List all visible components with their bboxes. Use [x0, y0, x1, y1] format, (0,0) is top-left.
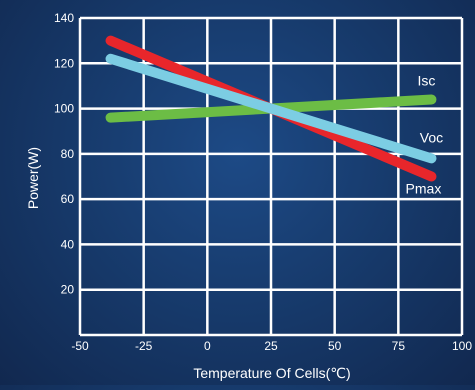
x-tick-label: 100	[452, 339, 472, 353]
series-label-voc: Voc	[420, 129, 443, 145]
y-tick-label: 100	[54, 102, 74, 116]
tick-labels: -50 -25 0 25 50 75 100 20 40 60 80 100 120 140	[54, 11, 472, 353]
series-label-isc: Isc	[417, 73, 435, 89]
x-tick-label: 50	[328, 339, 342, 353]
x-tick-label: 25	[264, 339, 278, 353]
y-axis-label: Power(W)	[25, 147, 41, 209]
x-tick-label: -25	[135, 339, 153, 353]
y-tick-label: 60	[61, 192, 75, 206]
x-tick-label: 75	[392, 339, 406, 353]
x-tick-label: 0	[204, 339, 211, 353]
x-tick-label: -50	[71, 339, 89, 353]
series-line-voc	[105, 53, 437, 164]
y-tick-label: 20	[61, 283, 75, 297]
y-tick-label: 120	[54, 56, 74, 70]
y-tick-label: 40	[61, 237, 75, 251]
y-tick-label: 140	[54, 11, 74, 25]
series-layer	[105, 35, 437, 182]
series-label-pmax: Pmax	[406, 181, 442, 197]
x-axis-label: Temperature Of Cells(℃)	[193, 365, 350, 381]
series-labels: Pmax Voc Isc	[406, 73, 444, 197]
y-tick-label: 80	[61, 147, 75, 161]
